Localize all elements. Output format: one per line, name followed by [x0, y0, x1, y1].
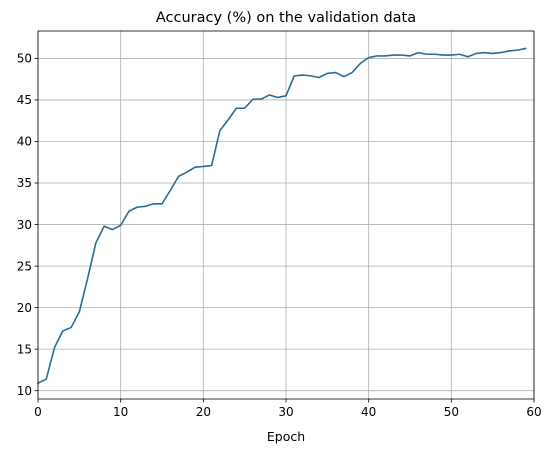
- y-tick-label: 20: [17, 301, 32, 315]
- x-tick-label: 10: [113, 405, 128, 419]
- x-tick-label: 20: [196, 405, 211, 419]
- x-tick-label: 60: [526, 405, 541, 419]
- series-line: [37, 47, 527, 385]
- grid-lines: [37, 31, 535, 399]
- x-tick-label: 40: [361, 405, 376, 419]
- x-axis-label: Epoch: [267, 429, 305, 444]
- y-tick-label: 25: [17, 259, 32, 273]
- y-tick-label: 15: [17, 342, 32, 356]
- y-tick-label: 50: [17, 52, 32, 66]
- y-tick-label: 45: [17, 93, 32, 107]
- y-tick-label: 40: [17, 135, 32, 149]
- x-axis-ticks: 0 10 20 30 40 50 60: [34, 399, 542, 419]
- chart-title: Accuracy (%) on the validation data: [156, 10, 416, 26]
- series-group: [37, 47, 527, 385]
- y-tick-label: 35: [17, 176, 32, 190]
- x-tick-label: 50: [444, 405, 459, 419]
- y-tick-label: 30: [17, 218, 32, 232]
- x-tick-label: 0: [34, 405, 42, 419]
- x-tick-label: 30: [278, 405, 293, 419]
- y-tick-label: 10: [17, 384, 32, 398]
- y-axis-ticks: 10 15 20 25 30 35 40 45 50: [17, 52, 38, 398]
